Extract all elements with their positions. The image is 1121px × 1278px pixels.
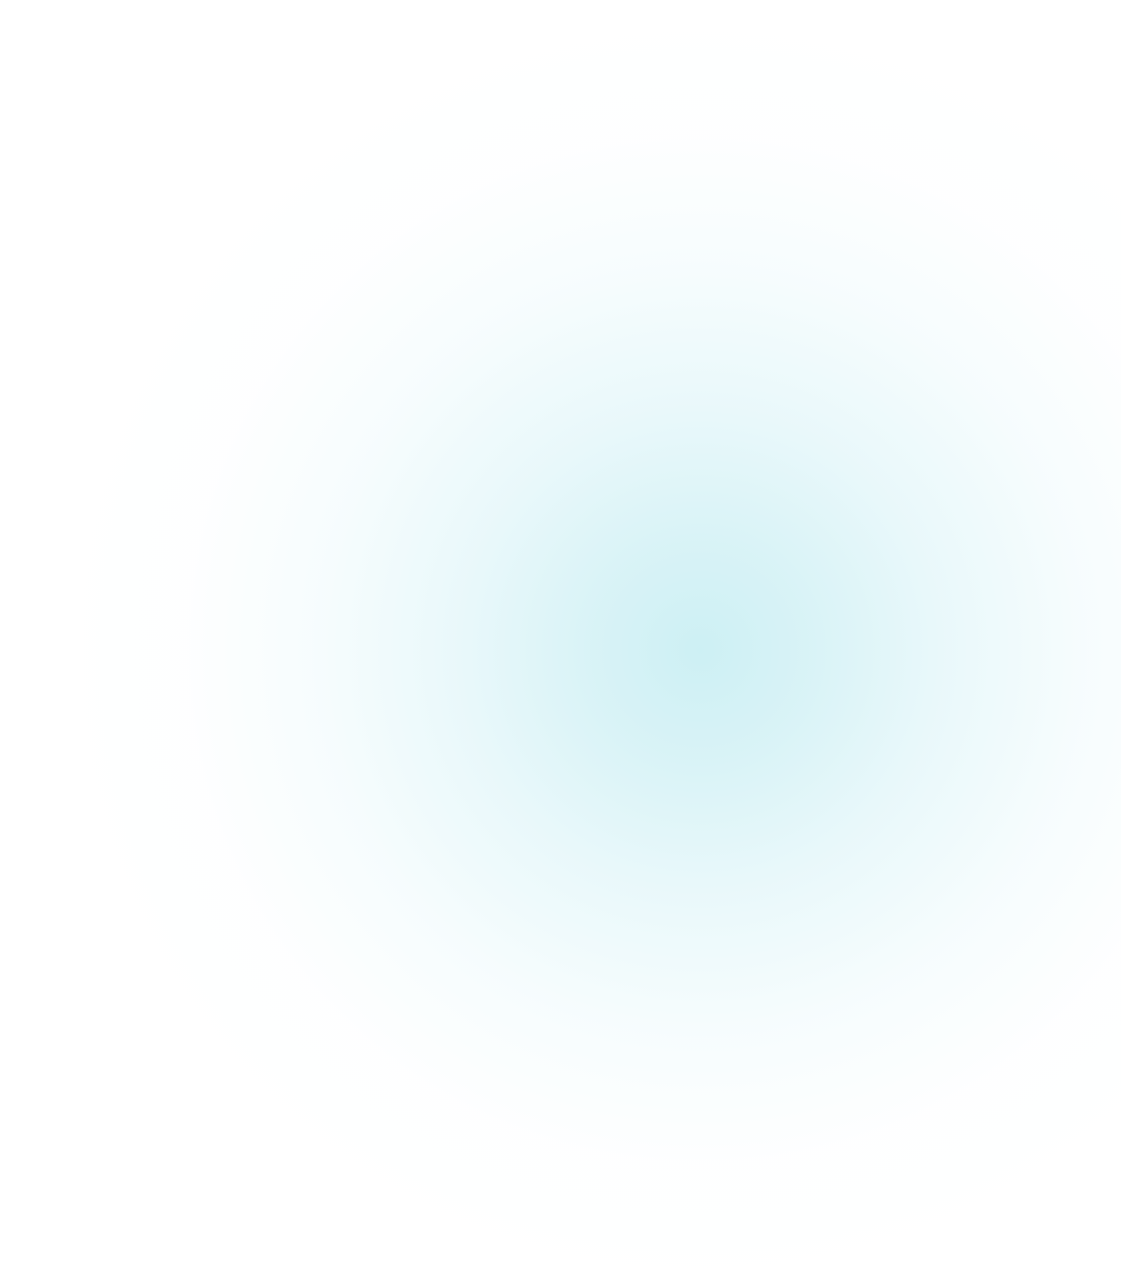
background-canvas [0, 0, 1121, 1278]
radial-glow [0, 0, 1121, 1278]
